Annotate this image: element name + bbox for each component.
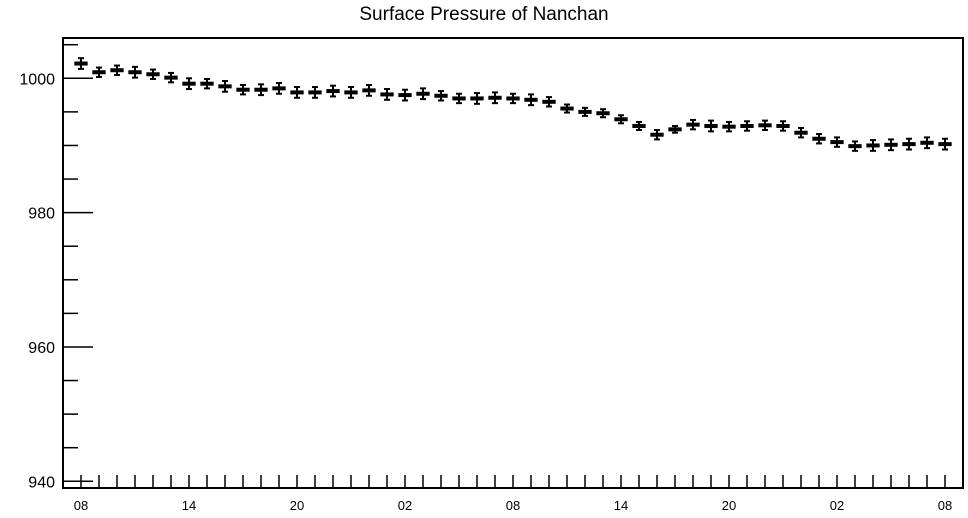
data-point bbox=[542, 96, 556, 108]
data-point bbox=[686, 118, 700, 131]
data-point bbox=[506, 92, 520, 105]
y-tick-label: 960 bbox=[28, 340, 55, 357]
data-point bbox=[560, 103, 574, 114]
data-point bbox=[776, 120, 790, 132]
data-point bbox=[380, 88, 394, 101]
data-point bbox=[668, 124, 682, 134]
x-tick-label: 14 bbox=[182, 498, 196, 513]
x-tick-label: 08 bbox=[74, 498, 88, 513]
data-point bbox=[938, 137, 952, 151]
data-point bbox=[614, 114, 628, 125]
data-point bbox=[398, 88, 412, 102]
chart-title: Surface Pressure of Nanchan bbox=[359, 4, 609, 25]
data-point bbox=[488, 91, 502, 105]
y-tick-label: 1000 bbox=[19, 71, 55, 88]
x-tick-label: 14 bbox=[614, 498, 628, 513]
data-point bbox=[470, 92, 484, 105]
data-point bbox=[254, 83, 268, 97]
data-point bbox=[434, 90, 448, 102]
data-point bbox=[650, 129, 664, 141]
data-point bbox=[452, 92, 466, 105]
data-point bbox=[740, 120, 754, 132]
data-point bbox=[524, 93, 538, 107]
data-point bbox=[74, 57, 88, 70]
data-point bbox=[362, 84, 376, 97]
data-point bbox=[164, 71, 178, 84]
data-point bbox=[632, 120, 646, 132]
data-point bbox=[704, 119, 718, 133]
data-point bbox=[578, 106, 592, 117]
data-point bbox=[128, 65, 142, 79]
data-point bbox=[344, 86, 358, 99]
data-point bbox=[272, 82, 286, 95]
data-point bbox=[812, 133, 826, 145]
y-tick-label: 940 bbox=[28, 474, 55, 491]
data-point bbox=[848, 140, 862, 152]
data-point bbox=[92, 66, 106, 78]
x-tick-label: 20 bbox=[722, 498, 736, 513]
x-tick-label: 08 bbox=[938, 498, 952, 513]
data-point bbox=[884, 138, 898, 152]
data-point bbox=[758, 119, 772, 132]
data-point bbox=[830, 136, 844, 148]
data-point bbox=[866, 139, 880, 152]
x-tick-label: 02 bbox=[398, 498, 412, 513]
data-point bbox=[218, 79, 232, 93]
data-point bbox=[200, 77, 214, 90]
data-point bbox=[722, 120, 736, 133]
x-tick-label: 20 bbox=[290, 498, 304, 513]
data-point bbox=[182, 77, 196, 91]
data-point bbox=[326, 84, 340, 98]
data-point bbox=[236, 84, 250, 96]
data-point bbox=[902, 137, 916, 151]
data-point bbox=[308, 86, 322, 99]
data-point bbox=[290, 86, 304, 99]
data-point bbox=[416, 87, 430, 101]
x-tick-label: 02 bbox=[830, 498, 844, 513]
data-point bbox=[146, 68, 160, 80]
data-point bbox=[794, 127, 808, 139]
plot-frame bbox=[62, 37, 964, 489]
data-point bbox=[110, 64, 124, 76]
data-point bbox=[596, 108, 610, 119]
x-tick-label: 08 bbox=[506, 498, 520, 513]
data-point bbox=[920, 136, 934, 150]
y-tick-label: 980 bbox=[28, 206, 55, 223]
